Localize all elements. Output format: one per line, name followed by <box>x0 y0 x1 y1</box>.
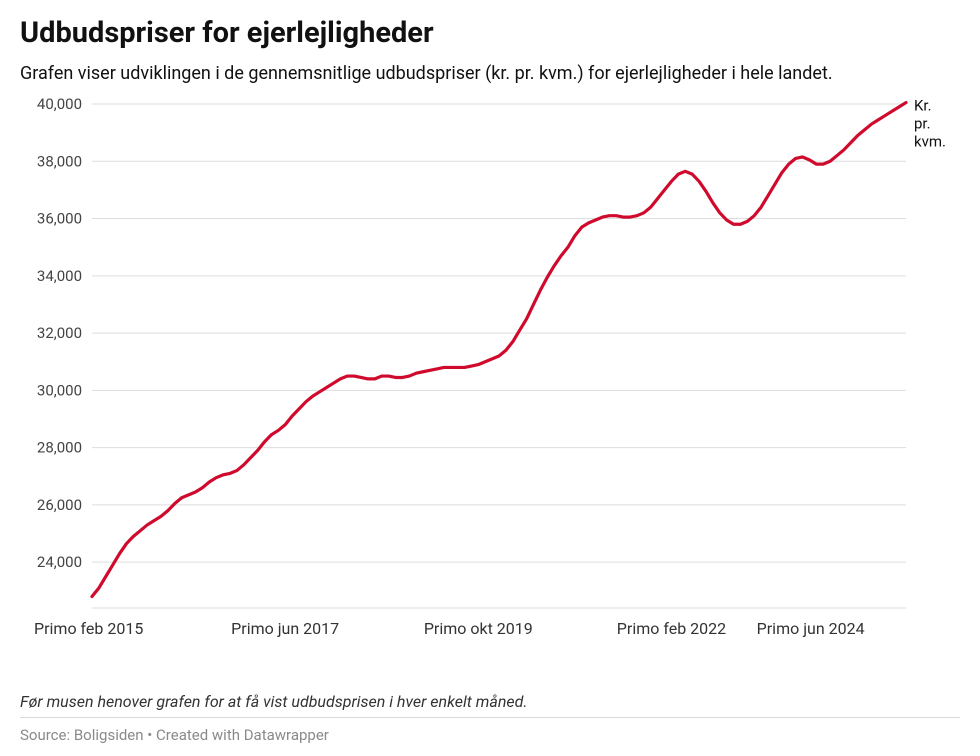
chart-footer: Før musen henover grafen for at få vist … <box>20 692 960 744</box>
hover-instruction: Før musen henover grafen for at få vist … <box>20 692 960 711</box>
price-line-series[interactable] <box>92 103 906 597</box>
chart-subtitle: Grafen viser udviklingen i de gennemsnit… <box>20 61 960 86</box>
x-axis-tick-label: Primo feb 2015 <box>34 619 143 638</box>
y-axis-tick-label: 40,000 <box>37 98 82 113</box>
x-axis-tick-label: Primo jun 2024 <box>757 619 865 638</box>
y-axis-tick-label: 26,000 <box>37 496 82 514</box>
series-end-label: pr. <box>914 115 931 133</box>
y-axis-tick-label: 30,000 <box>37 381 82 399</box>
x-axis-tick-label: Primo okt 2019 <box>424 619 533 638</box>
y-axis-tick-label: 34,000 <box>37 267 82 285</box>
series-end-label: kvm. <box>914 133 946 151</box>
source-line: Source: Boligsiden • Created with Datawr… <box>20 717 960 744</box>
line-chart-svg[interactable]: 24,000 26,000 28,000 30,000 32,000 34,000 36,0… <box>20 98 960 650</box>
x-axis-tick-label: Primo feb 2022 <box>617 619 726 638</box>
chart-title: Udbudspriser for ejerlejligheder <box>20 16 960 51</box>
y-axis-tick-label: 32,000 <box>37 324 82 342</box>
chart-container: Udbudspriser for ejerlejligheder Grafen … <box>0 0 980 756</box>
x-axis-tick-label: Primo jun 2017 <box>231 619 339 638</box>
y-axis-tick-label: 28,000 <box>37 439 82 457</box>
y-axis-tick-label: 24,000 <box>37 553 82 571</box>
y-axis-tick-label: 36,000 <box>37 210 82 228</box>
chart-plot-area[interactable]: 24,000 26,000 28,000 30,000 32,000 34,000 36,0… <box>20 98 960 658</box>
series-end-label: Kr. <box>914 98 932 115</box>
y-axis-tick-label: 38,000 <box>37 152 82 170</box>
